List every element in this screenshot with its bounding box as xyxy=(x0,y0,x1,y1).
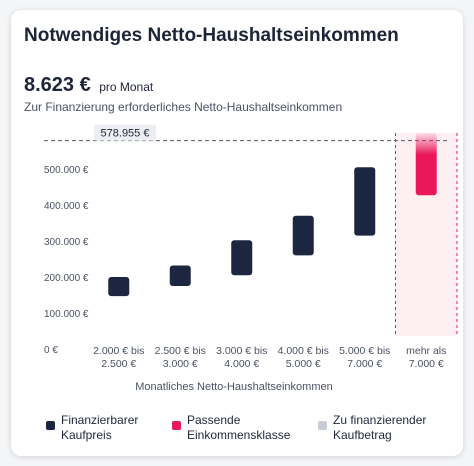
x-tick-label: 4.000 € bis xyxy=(278,345,329,357)
legend-swatch xyxy=(318,421,327,430)
card-title: Notwendiges Netto-Haushaltseinkommen xyxy=(24,25,399,46)
bar xyxy=(108,277,130,297)
bar xyxy=(231,240,253,276)
y-tick-label: 500.000 € xyxy=(44,165,89,176)
x-axis-label: Monatliches Netto-Haushaltseinkommen xyxy=(135,381,332,393)
reference-label-bg xyxy=(94,124,156,141)
income-subtitle: Zur Finanzierung erforderliches Netto-Ha… xyxy=(24,100,343,114)
legend-label: Passende Einkommensklasse xyxy=(187,413,291,442)
y-tick-label: 200.000 € xyxy=(44,273,89,284)
legend-item-financeable-price: Finanzierbarer Kaufpreis xyxy=(46,413,173,443)
x-tick-label: 3.000 € xyxy=(163,358,198,370)
legend-swatch xyxy=(46,421,55,430)
legend-label: Zu finanzierender Kaufbetrag xyxy=(333,413,427,442)
income-unit: pro Monat xyxy=(99,80,154,94)
legend-label: Finanzierbarer Kaufpreis xyxy=(61,413,139,442)
legend-item-matching-income-class: Passende Einkommensklasse xyxy=(172,413,299,443)
x-tick-label: mehr als xyxy=(406,345,446,357)
bar xyxy=(354,167,376,236)
y-tick-label: 400.000 € xyxy=(44,201,89,212)
y-tick-label: 100.000 € xyxy=(44,309,89,320)
x-tick-label: 2.500 € xyxy=(101,358,136,370)
x-tick-label: 3.000 € bis xyxy=(216,345,267,357)
amount-row: 8.623 € pro Monat xyxy=(24,74,153,97)
x-tick-label: 5.000 € xyxy=(286,358,321,370)
x-tick-label: 2.500 € bis xyxy=(155,345,206,357)
x-tick-label: 7.000 € xyxy=(409,358,444,370)
x-tick-label: 2.000 € bis xyxy=(93,345,144,357)
x-tick-label: 5.000 € bis xyxy=(339,345,390,357)
bar-highlight xyxy=(415,133,437,196)
x-tick-label: 4.000 € xyxy=(224,358,259,370)
legend-item-amount-to-finance: Zu finanzierender Kaufbetrag xyxy=(318,413,445,443)
reference-label: 578.955 € xyxy=(101,128,150,140)
y-tick-label: 0 € xyxy=(44,345,58,356)
income-amount: 8.623 € xyxy=(24,74,91,96)
y-tick-label: 300.000 € xyxy=(44,237,89,248)
bar xyxy=(292,215,314,256)
bar xyxy=(169,265,191,286)
legend-swatch xyxy=(172,421,181,430)
x-tick-label: 7.000 € xyxy=(347,358,382,370)
chart-card xyxy=(11,10,463,456)
